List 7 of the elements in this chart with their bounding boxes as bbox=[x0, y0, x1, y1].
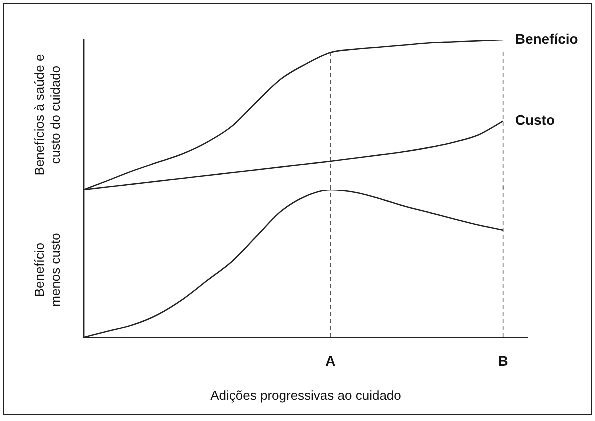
y-axis-title: Benefícios à saúde e custo do cuidado bbox=[31, 53, 64, 178]
series-label: Benefício bbox=[515, 30, 578, 47]
x-tick-label: A bbox=[326, 352, 336, 369]
y-axis-title: Benefício menos custo bbox=[31, 232, 64, 309]
x-axis-title: Adições progressivas ao cuidado bbox=[210, 388, 402, 403]
series-label: Custo bbox=[515, 112, 556, 128]
x-tick-label: B bbox=[498, 352, 508, 369]
